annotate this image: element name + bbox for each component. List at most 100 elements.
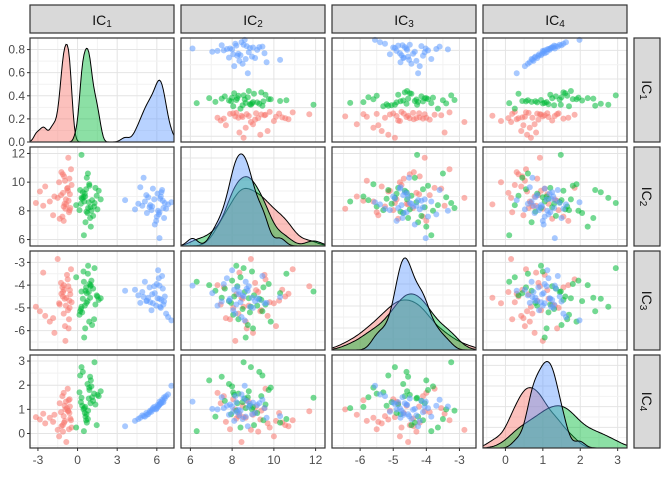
scatter-panel-IC4-vs-IC3 [331,354,477,449]
panel-border [29,37,175,143]
density-panel-IC1 [29,37,175,143]
scatter-panel-IC1-vs-IC2 [180,36,326,143]
points-group3 [122,382,175,430]
x-tick-label: 12 [309,453,323,467]
y-tick-label: 0.4 [8,89,25,103]
panel-border [482,250,628,351]
x-tick-label: 0 [502,453,509,467]
panel-border [331,37,477,143]
x-tick-label: 8 [229,453,236,467]
gridlines-horizontal [30,49,174,143]
y-tick-label: 0 [18,427,25,441]
strip-label: IC2 [638,187,656,207]
gridlines-vertical [343,355,460,448]
strip-label: IC3 [638,291,656,311]
strip-label: IC3 [394,12,414,30]
panel-border [180,146,326,247]
points-group1 [214,108,313,141]
scatter-panel-IC3-vs-IC1 [29,250,175,351]
y-tick-label: 10 [12,175,26,189]
row-strip-IC1: IC1 [633,37,661,143]
x-tick-label: 6 [187,453,194,467]
scatter-panel-IC3-vs-IC2 [180,250,326,351]
y-tick-label: 6 [18,233,25,247]
y-tick-label: 0.0 [8,135,25,149]
panel-border [29,250,175,351]
x-tick-label: 6 [153,453,160,467]
points-group2 [193,88,317,112]
gridlines-horizontal [483,49,627,137]
points-group1 [32,154,75,224]
panel-border [331,250,477,351]
points-group2 [347,88,458,112]
column-strip-IC3: IC3 [331,4,477,34]
density-curve-group2 [180,176,326,247]
column-strip-IC4: IC4 [482,4,628,34]
points-group3 [122,267,175,324]
x-tick-label: 0 [74,453,81,467]
x-tick-label: 1 [540,453,547,467]
points-group3 [189,36,284,77]
y-tick-label: -3 [14,255,25,269]
y-tick-label: 12 [12,146,26,160]
panel-border [29,146,175,247]
density-curve-group2 [482,405,628,449]
scatter-panel-IC4-vs-IC1 [29,354,175,449]
gridlines-vertical [37,355,158,448]
points-group1 [32,385,75,445]
y-tick-label: 0.2 [8,112,25,126]
panel-border [482,146,628,247]
x-tick-label: 3 [114,453,121,467]
column-strip-IC2: IC2 [180,4,326,34]
points-group2 [73,359,104,435]
gridlines-horizontal [332,49,476,137]
density-curve-group2 [331,293,477,351]
points-group3 [513,174,583,242]
gridlines-vertical [486,38,619,142]
scatter-panel-IC2-vs-IC4 [482,146,628,247]
x-axis: -3 0 3 6 6 8 10 12 -6 -5 -4 -3 0 1 2 3 [33,448,621,467]
strip-label: IC2 [243,12,263,30]
strip-label: IC1 [92,12,112,30]
strip-label: IC1 [638,80,656,100]
scatter-panel-IC1-vs-IC4 [482,36,628,143]
points-group3 [372,382,451,430]
points-group3 [372,36,451,77]
y-tick-label: -6 [14,324,25,338]
strip-label: IC4 [638,392,656,412]
row-strip-IC4: IC4 [633,354,661,449]
x-tick-label: -3 [454,453,465,467]
points-group3 [189,267,284,324]
x-tick-label: -5 [388,453,399,467]
panel-border [180,37,326,143]
density-curve-group1 [331,299,477,351]
panel-border [482,354,628,449]
panel-border [482,37,628,143]
gridlines-vertical [37,38,158,142]
column-strip-IC1: IC1 [29,4,175,34]
density-panel-IC3 [331,250,477,351]
y-tick-label: 0.8 [8,43,25,57]
panel-border [180,250,326,351]
y-tick-label: -5 [14,301,25,315]
y-tick-label: 0.6 [8,66,25,80]
scatter-panel-IC4-vs-IC2 [180,354,326,449]
points-group2 [73,262,104,341]
density-panel-IC4 [482,354,628,449]
row-strip-IC3: IC3 [633,250,661,351]
points-group1 [489,108,578,141]
y-tick-label: 1 [18,402,25,416]
points-group3 [189,382,284,430]
x-tick-label: 3 [614,453,621,467]
row-strip-IC2: IC2 [633,146,661,247]
x-tick-label: 2 [577,453,584,467]
x-tick-label: -3 [33,453,44,467]
panel-border [331,354,477,449]
scatter-panel-IC2-vs-IC1 [29,146,175,247]
y-tick-label: 3 [18,354,25,368]
gridlines-vertical [189,147,317,246]
strip-label: IC4 [545,12,565,30]
